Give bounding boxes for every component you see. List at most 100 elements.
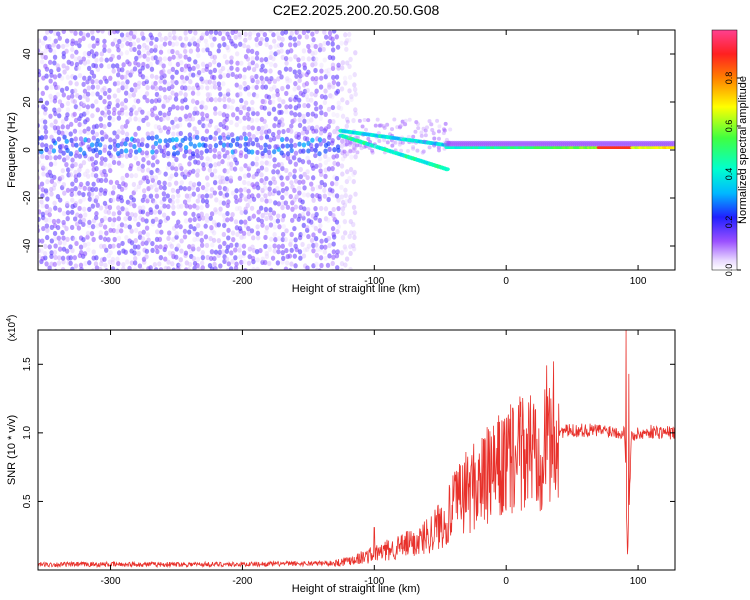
spectrogram-cell bbox=[112, 130, 117, 136]
spectrogram-cell bbox=[348, 148, 353, 153]
spectrogram-cell bbox=[292, 36, 297, 42]
spectrogram-cell bbox=[298, 231, 303, 238]
spectrogram-cell bbox=[351, 171, 356, 177]
spectrogram-cell bbox=[351, 147, 356, 154]
spectrogram-cell bbox=[153, 55, 158, 61]
spectrogram-cell bbox=[256, 125, 261, 132]
spectrogram-cell bbox=[205, 47, 210, 53]
spectrogram-cell bbox=[212, 54, 218, 60]
spectrogram-cell bbox=[323, 206, 329, 212]
spectrogram-cell bbox=[156, 124, 162, 131]
spectrogram-cell bbox=[334, 153, 340, 159]
spectrogram-cell bbox=[150, 240, 155, 247]
spectrogram-cell bbox=[221, 81, 226, 87]
spectrogram-cell bbox=[255, 149, 260, 156]
spectrogram-cell bbox=[133, 187, 138, 193]
spectrogram-cell bbox=[262, 180, 267, 186]
spectrogram-cell bbox=[60, 168, 66, 174]
spectrogram-cell bbox=[233, 255, 238, 261]
spectrogram-cell bbox=[40, 90, 46, 96]
spectrogram-cell bbox=[175, 150, 181, 156]
spectrogram-cell bbox=[163, 244, 168, 250]
spectrogram-cell bbox=[204, 161, 210, 167]
spectrogram-cell bbox=[52, 230, 58, 237]
spectrogram-cell bbox=[142, 94, 147, 100]
spectrogram-cell bbox=[38, 86, 40, 92]
spectrogram-cell bbox=[115, 98, 120, 104]
spectrogram-cell bbox=[81, 102, 87, 109]
spectrogram-cell bbox=[330, 41, 335, 47]
spectrogram-cell bbox=[245, 56, 251, 62]
spectrogram-cell bbox=[159, 69, 164, 76]
spectrogram-cell bbox=[209, 186, 215, 193]
spectrogram-cell bbox=[187, 41, 192, 47]
spectrogram-cell bbox=[81, 196, 87, 202]
spectrogram-cell bbox=[276, 213, 281, 219]
spectrogram-cell bbox=[124, 35, 129, 41]
spectrogram-cell bbox=[310, 31, 315, 37]
spectrogram-cell bbox=[297, 122, 303, 128]
spectrogram-cell bbox=[170, 84, 175, 90]
spectrogram-cell bbox=[111, 116, 116, 123]
spectrogram-cell bbox=[442, 128, 447, 133]
spectrogram-cell bbox=[264, 215, 269, 222]
spectrogram-cell bbox=[393, 140, 398, 145]
spectrogram-cell bbox=[339, 267, 345, 270]
spectrogram-cell bbox=[120, 129, 125, 135]
spectrogram-cell bbox=[343, 262, 348, 268]
spectrogram-cell bbox=[225, 149, 230, 156]
spectrogram-cell bbox=[330, 36, 335, 42]
spectrogram-cell bbox=[56, 218, 61, 224]
spectrogram-cell bbox=[284, 90, 289, 97]
spectrogram-cell bbox=[191, 211, 196, 218]
spectrogram-cell bbox=[314, 124, 320, 130]
spectrogram-cell bbox=[271, 210, 277, 216]
spectrogram-cell bbox=[189, 38, 194, 44]
spectrogram-cell bbox=[398, 124, 403, 129]
spectrogram-cell bbox=[65, 112, 70, 118]
spectrogram-cell bbox=[243, 54, 249, 60]
spectrogram-cell bbox=[72, 255, 78, 261]
spectrogram-cell bbox=[162, 196, 167, 202]
spectrogram-cell bbox=[288, 241, 293, 248]
spectrogram-cell bbox=[293, 204, 299, 210]
spectrogram-cell bbox=[132, 143, 137, 150]
spectrogram-cell bbox=[173, 116, 179, 122]
spectrogram-cell bbox=[56, 129, 62, 136]
spectrogram-cell bbox=[237, 205, 242, 211]
spectrogram-cell bbox=[318, 42, 323, 49]
spectrogram-cell bbox=[134, 110, 139, 116]
spectrogram-cell bbox=[242, 74, 247, 80]
spectrogram-cell bbox=[390, 127, 395, 132]
spectrogram-cell bbox=[135, 138, 141, 144]
spectrogram-cell bbox=[144, 150, 150, 156]
spectrogram-cell bbox=[190, 90, 196, 96]
spectrogram-cell bbox=[179, 60, 184, 66]
spectrogram-cell bbox=[108, 197, 114, 204]
spectrogram-cell bbox=[61, 235, 66, 241]
spectrogram-cell bbox=[263, 206, 269, 212]
spectrogram-cell bbox=[99, 261, 104, 267]
spectrogram-cell bbox=[162, 73, 167, 79]
spectrogram-cell bbox=[136, 166, 142, 172]
spectrogram-cell bbox=[167, 106, 173, 112]
spectrogram-cell bbox=[166, 110, 172, 117]
spectrogram-cell bbox=[44, 73, 49, 79]
spectrogram-cell bbox=[267, 246, 273, 252]
spectrogram-cell bbox=[344, 46, 349, 52]
spectrogram-cell bbox=[339, 65, 345, 71]
spectrogram-cell bbox=[119, 107, 125, 113]
spectrogram-cell bbox=[348, 140, 353, 145]
spectrogram-cell bbox=[93, 63, 99, 69]
spectrogram-cell bbox=[359, 146, 364, 151]
spectrogram-cell bbox=[397, 125, 402, 130]
spectrogram-cell bbox=[349, 94, 354, 100]
snr-scale-exp: 4 bbox=[6, 318, 13, 322]
snr-scale-base: (x10 bbox=[7, 321, 18, 341]
spectrogram-cell bbox=[279, 48, 284, 54]
spectrogram-cell bbox=[175, 50, 180, 56]
spectrogram-cell bbox=[317, 47, 323, 53]
spectrogram-cell bbox=[258, 247, 263, 254]
spectrogram-cell bbox=[176, 243, 181, 249]
spectrogram-cell bbox=[173, 180, 179, 186]
